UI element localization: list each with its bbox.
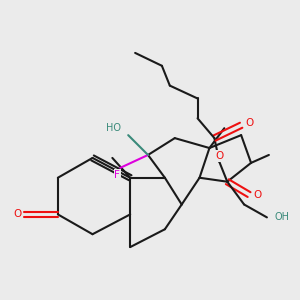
- Text: O: O: [13, 209, 21, 219]
- Text: OH: OH: [275, 212, 290, 222]
- Text: O: O: [215, 151, 224, 161]
- Text: F: F: [114, 170, 120, 180]
- Text: O: O: [253, 190, 261, 200]
- Text: HO: HO: [106, 123, 121, 133]
- Text: O: O: [245, 118, 253, 128]
